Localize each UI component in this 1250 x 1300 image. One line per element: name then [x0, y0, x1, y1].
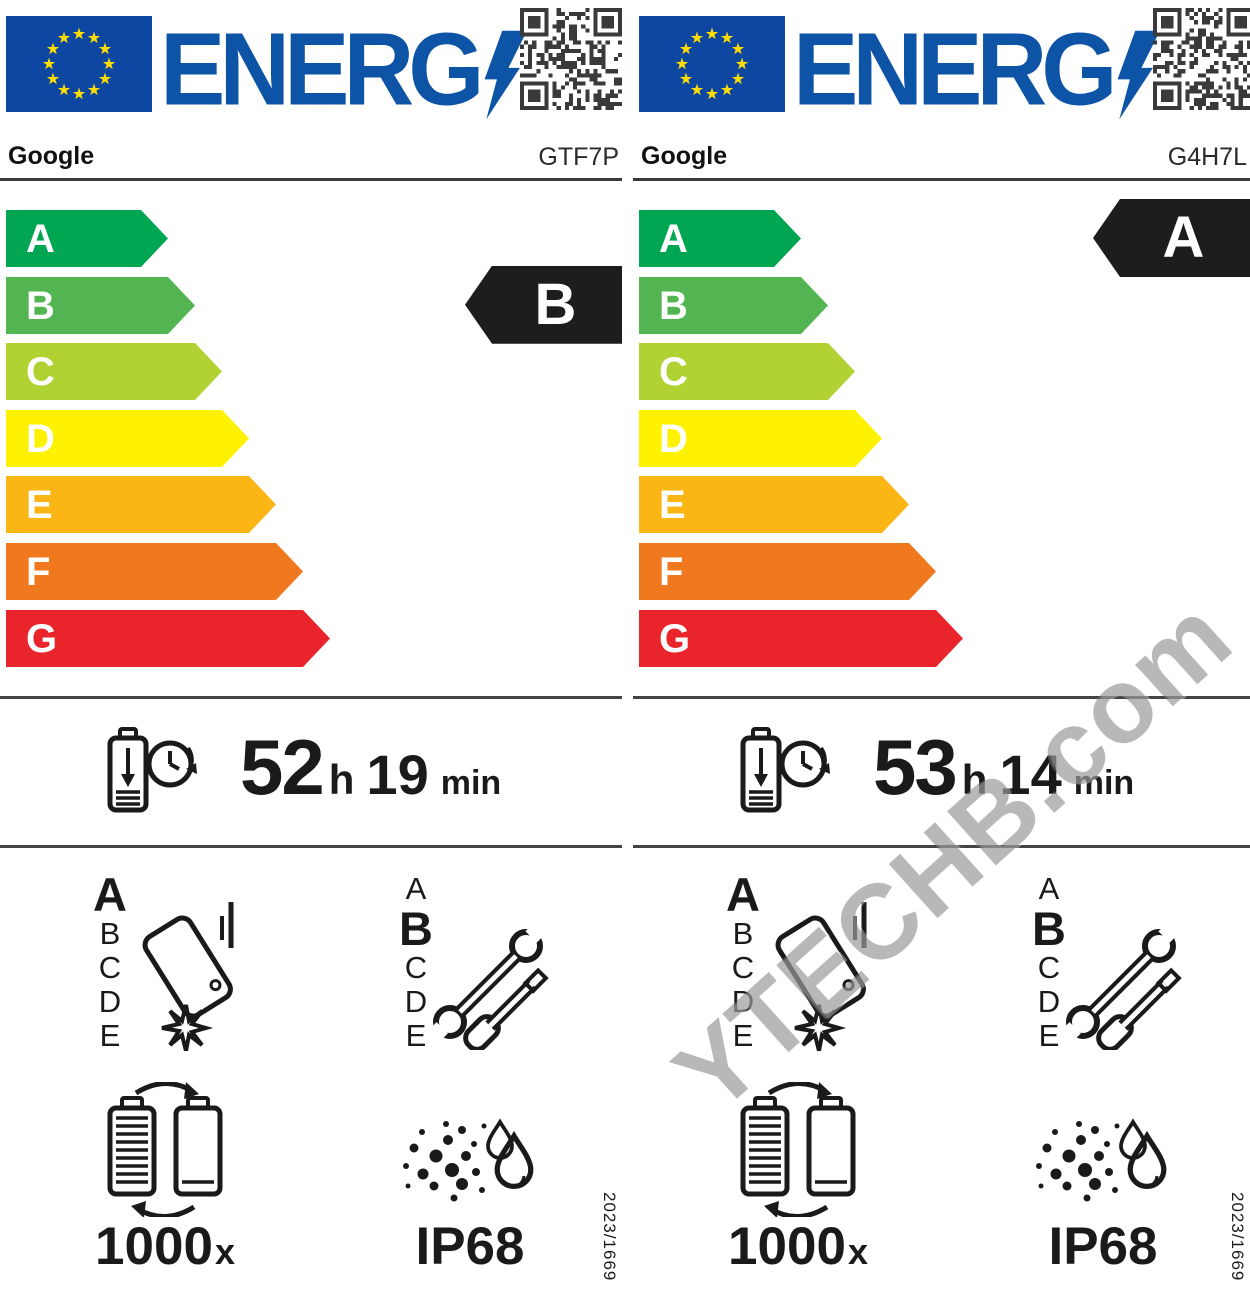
class-bar-g: G	[6, 610, 330, 667]
class-bar-e: E	[6, 476, 276, 533]
drop-class-selected: A	[93, 868, 127, 921]
energy-class-scale: A B C D E F G	[639, 210, 999, 668]
ip-rating: IP68	[1048, 1217, 1158, 1276]
class-bar-g: G	[639, 610, 963, 667]
phone-drop-icon	[142, 902, 234, 1051]
class-bar-c: C	[6, 343, 222, 400]
runtime-minutes-unit: min	[440, 764, 502, 802]
energy-class-indicator: B	[465, 265, 622, 344]
repairability-scale: A B C D E	[392, 872, 440, 1053]
model-number: G4H7L	[1167, 143, 1247, 171]
battery-runtime-value: 53 h 14 min	[873, 722, 1134, 813]
class-bar-a: A	[639, 210, 801, 267]
class-bar-d: D	[6, 410, 249, 467]
eu-flag-icon	[639, 16, 785, 112]
runtime-hours-unit: h	[961, 756, 988, 803]
energ-logo: ENERG	[160, 10, 527, 127]
energy-label-left: ENERG Google GTF7P A B C D E F G B	[0, 0, 622, 1300]
runtime-hours-unit: h	[328, 756, 355, 803]
energy-class-scale: A B C D E F G	[6, 210, 366, 668]
model-number: GTF7P	[538, 143, 619, 171]
dust-water-icon	[403, 1118, 534, 1202]
section-divider	[0, 845, 622, 848]
drop-resistance-scale: A B C D E	[719, 868, 767, 1053]
repair-class-selected: B	[1032, 902, 1066, 955]
battery-cycles-value: 1000 x	[728, 1217, 868, 1276]
energ-logo-text: ENERG	[793, 10, 1118, 127]
runtime-minutes-unit: min	[1073, 764, 1135, 802]
header-divider	[633, 178, 1250, 181]
energ-logo-text: ENERG	[160, 10, 485, 127]
class-bar-b: B	[6, 277, 195, 334]
energy-label-right: ENERG Google G4H7L A B C D E F G A	[633, 0, 1250, 1300]
ip-rating: IP68	[415, 1217, 525, 1276]
brand-name: Google	[641, 142, 728, 170]
qr-code	[1153, 8, 1250, 110]
class-bar-c: C	[639, 343, 855, 400]
qr-code	[520, 8, 622, 110]
eu-flag-icon	[6, 16, 152, 112]
drop-class-selected: A	[726, 868, 760, 921]
battery-cycles-icon	[740, 1082, 856, 1217]
class-bar-b: B	[639, 277, 828, 334]
class-bar-e: E	[639, 476, 909, 533]
regulation-number: 2023/1669	[600, 1192, 619, 1282]
battery-cycles-icon	[107, 1082, 223, 1217]
class-bar-a: A	[6, 210, 168, 267]
phone-drop-icon	[775, 902, 867, 1051]
section-divider	[633, 845, 1250, 848]
repairability-scale: A B C D E	[1025, 872, 1073, 1053]
battery-runtime-value: 52 h 19 min	[240, 722, 501, 813]
drop-resistance-scale: A B C D E	[86, 868, 134, 1053]
section-divider	[633, 696, 1250, 699]
class-bar-d: D	[639, 410, 882, 467]
battery-runtime-icon	[107, 727, 197, 813]
battery-runtime-icon	[740, 727, 830, 813]
runtime-minutes: 14	[999, 743, 1062, 806]
section-divider	[0, 696, 622, 699]
lightning-bolt-icon	[1117, 30, 1160, 120]
energ-logo: ENERG	[793, 10, 1160, 127]
repair-tools-icon	[428, 922, 549, 1050]
repair-tools-icon	[1061, 922, 1182, 1050]
runtime-hours: 52	[240, 723, 325, 811]
repair-class-selected: B	[399, 902, 433, 955]
dust-water-icon	[1036, 1118, 1167, 1202]
brand-name: Google	[8, 142, 95, 170]
runtime-hours: 53	[873, 723, 958, 811]
header-divider	[0, 178, 622, 181]
class-bar-f: F	[639, 543, 936, 600]
energy-class-indicator: A	[1093, 199, 1250, 277]
battery-cycles-value: 1000 x	[95, 1217, 235, 1276]
runtime-minutes: 19	[366, 743, 429, 806]
class-bar-f: F	[6, 543, 303, 600]
regulation-number: 2023/1669	[1228, 1192, 1247, 1282]
lightning-bolt-icon	[484, 30, 527, 120]
